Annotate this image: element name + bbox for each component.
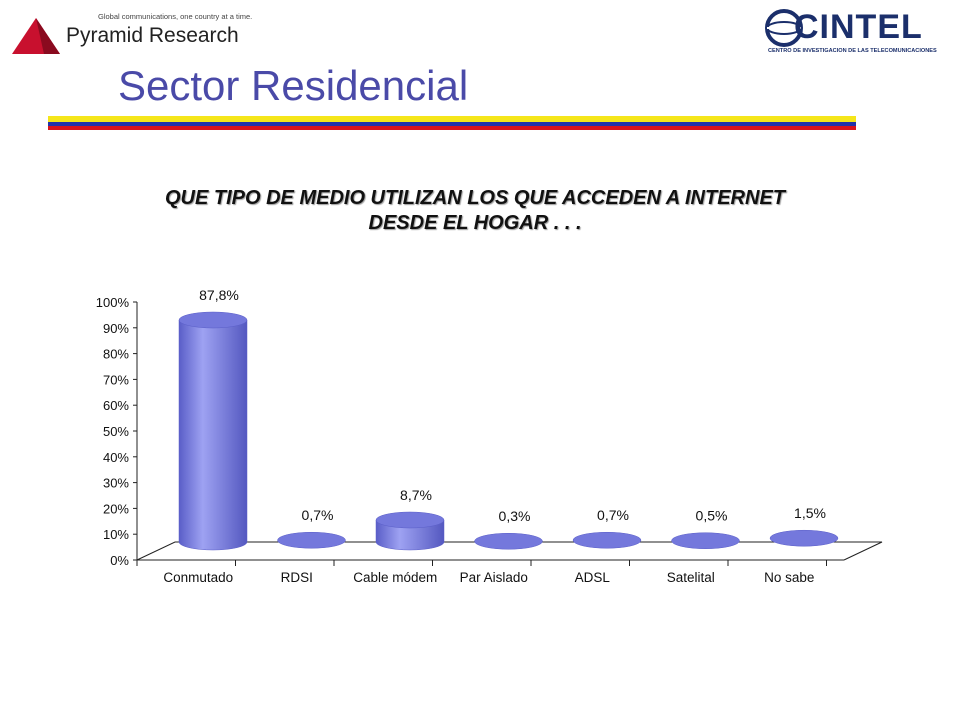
flag-yellow-band bbox=[48, 116, 856, 122]
cintel-globe-icon bbox=[765, 9, 803, 47]
x-tick-label: ADSL bbox=[575, 570, 611, 585]
chart-title-line-1: QUE TIPO DE MEDIO UTILIZAN LOS QUE ACCED… bbox=[164, 187, 786, 209]
cintel-name: CINTEL bbox=[794, 8, 923, 46]
y-tick-label: 80% bbox=[103, 347, 129, 362]
bar-body bbox=[375, 519, 445, 551]
bar-top bbox=[572, 531, 642, 549]
bar bbox=[277, 531, 346, 549]
bar-top bbox=[375, 511, 445, 529]
pyramid-research-logo: Global communications, one country at a … bbox=[10, 10, 253, 56]
bar-top bbox=[671, 532, 740, 549]
x-tick-label: Par Aislado bbox=[460, 570, 528, 585]
data-label: 0,7% bbox=[597, 507, 629, 523]
page-title: Sector Residencial bbox=[118, 62, 469, 109]
y-tick-label: 20% bbox=[103, 501, 129, 516]
flag-blue-band bbox=[48, 122, 856, 126]
flag-red-band bbox=[48, 126, 856, 130]
bar-top bbox=[277, 531, 346, 549]
data-label: 8,7% bbox=[400, 487, 432, 503]
bar-top bbox=[769, 529, 839, 547]
bar bbox=[671, 532, 740, 549]
y-tick-label: 10% bbox=[103, 527, 129, 542]
flag-stripe bbox=[48, 116, 856, 132]
y-tick-label: 0% bbox=[110, 553, 129, 568]
y-tick-label: 30% bbox=[103, 476, 129, 491]
x-tick-label: Satelital bbox=[667, 570, 715, 585]
bar-top bbox=[178, 311, 248, 329]
tagline: Global communications, one country at a … bbox=[98, 12, 253, 21]
data-label: 0,5% bbox=[696, 508, 728, 524]
y-tick-label: 50% bbox=[103, 424, 129, 439]
pyramid-icon bbox=[12, 18, 60, 54]
cintel-subtitle: CENTRO DE INVESTIGACION DE LAS TELECOMUN… bbox=[768, 48, 937, 54]
data-label: 0,7% bbox=[302, 507, 334, 523]
bar bbox=[572, 531, 642, 549]
chart-title-line-2: DESDE EL HOGAR . . . bbox=[368, 212, 582, 234]
bar bbox=[474, 532, 543, 550]
chart-title: QUE TIPO DE MEDIO UTILIZAN LOS QUE ACCED… bbox=[40, 186, 910, 236]
x-tick-label: Conmutado bbox=[163, 570, 233, 585]
data-label: 1,5% bbox=[794, 505, 826, 521]
x-tick-label: RDSI bbox=[281, 570, 313, 585]
y-tick-label: 40% bbox=[103, 450, 129, 465]
bar bbox=[375, 511, 445, 551]
bar bbox=[769, 529, 839, 547]
x-tick-label: Cable módem bbox=[353, 570, 437, 585]
bar-top bbox=[474, 532, 543, 550]
y-tick-label: 100% bbox=[96, 295, 130, 310]
y-tick-label: 60% bbox=[103, 398, 129, 413]
data-label: 0,3% bbox=[499, 508, 531, 524]
bar-body bbox=[178, 319, 248, 551]
x-tick-label: No sabe bbox=[764, 570, 814, 585]
y-tick-label: 70% bbox=[103, 372, 129, 387]
y-tick-label: 90% bbox=[103, 321, 129, 336]
bar bbox=[178, 311, 248, 551]
data-label: 87,8% bbox=[199, 287, 239, 303]
brand-name: Pyramid Research bbox=[66, 24, 239, 47]
cintel-logo: CINTEL CENTRO DE INVESTIGACION DE LAS TE… bbox=[758, 6, 958, 64]
